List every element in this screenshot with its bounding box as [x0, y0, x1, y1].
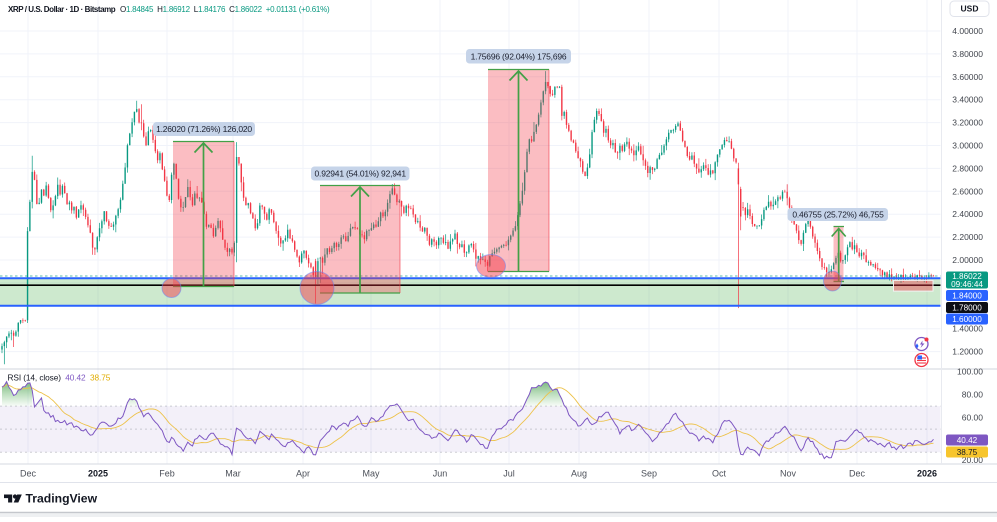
- svg-text:2.40000: 2.40000: [952, 209, 983, 219]
- svg-text:Jun: Jun: [433, 469, 448, 479]
- svg-text:0.46755 (25.72%) 46,755: 0.46755 (25.72%) 46,755: [792, 210, 884, 220]
- svg-text:38.75: 38.75: [957, 448, 978, 457]
- svg-text:Apr: Apr: [296, 469, 310, 479]
- svg-text:O1.84845 H1.86912 L1.84176: O1.84845 H1.86912 L1.84176 C1.86022 +0.0…: [120, 5, 330, 14]
- svg-text:Dec: Dec: [20, 469, 37, 479]
- svg-text:2.00000: 2.00000: [952, 255, 983, 265]
- svg-text:1.20000: 1.20000: [952, 347, 983, 357]
- svg-text:3.80000: 3.80000: [952, 49, 983, 59]
- svg-text:3.00000: 3.00000: [952, 141, 983, 151]
- svg-text:1.40000: 1.40000: [952, 324, 983, 334]
- svg-text:Oct: Oct: [712, 469, 727, 479]
- svg-text:Nov: Nov: [780, 469, 797, 479]
- svg-text:USD: USD: [961, 4, 979, 14]
- svg-text:TradingView: TradingView: [26, 491, 98, 505]
- svg-text:4.00000: 4.00000: [952, 26, 983, 36]
- svg-text:2025: 2025: [88, 469, 108, 479]
- svg-text:2.60000: 2.60000: [952, 186, 983, 196]
- svg-text:1.75696 (92.04%) 175,696: 1.75696 (92.04%) 175,696: [471, 52, 567, 62]
- svg-text:Dec: Dec: [849, 469, 866, 479]
- svg-text:1.60000: 1.60000: [952, 315, 982, 324]
- svg-text:09:46:44: 09:46:44: [951, 280, 983, 289]
- svg-text:40.42: 40.42: [957, 436, 978, 445]
- svg-text:1.86022: 1.86022: [952, 272, 982, 281]
- svg-text:Feb: Feb: [159, 469, 175, 479]
- svg-text:60.00: 60.00: [962, 413, 984, 423]
- svg-text:0.92941 (54.01%) 92,941: 0.92941 (54.01%) 92,941: [315, 169, 407, 179]
- svg-text:1.26020 (71.26%) 126,020: 1.26020 (71.26%) 126,020: [156, 124, 252, 134]
- svg-text:100.00: 100.00: [957, 367, 983, 377]
- svg-text:Mar: Mar: [225, 469, 241, 479]
- svg-text:3.20000: 3.20000: [952, 118, 983, 128]
- svg-text:Aug: Aug: [571, 469, 587, 479]
- svg-text:XRP / U.S. Dollar · 1D · Bitst: XRP / U.S. Dollar · 1D · Bitstamp: [8, 5, 116, 14]
- svg-text:2026: 2026: [917, 469, 937, 479]
- svg-text:3.40000: 3.40000: [952, 95, 983, 105]
- svg-text:Sep: Sep: [641, 469, 657, 479]
- svg-text:RSI (14, close) 40.42 38.75: RSI (14, close) 40.42 38.75: [8, 373, 111, 383]
- svg-text:2.80000: 2.80000: [952, 163, 983, 173]
- svg-text:Jul: Jul: [503, 469, 515, 479]
- svg-text:May: May: [362, 469, 380, 479]
- svg-text:3.60000: 3.60000: [952, 72, 983, 82]
- svg-text:80.00: 80.00: [962, 390, 984, 400]
- svg-text:2.20000: 2.20000: [952, 232, 983, 242]
- svg-text:1.84000: 1.84000: [952, 291, 982, 300]
- svg-text:1.78000: 1.78000: [952, 303, 982, 312]
- svg-text:20.00: 20.00: [962, 455, 984, 465]
